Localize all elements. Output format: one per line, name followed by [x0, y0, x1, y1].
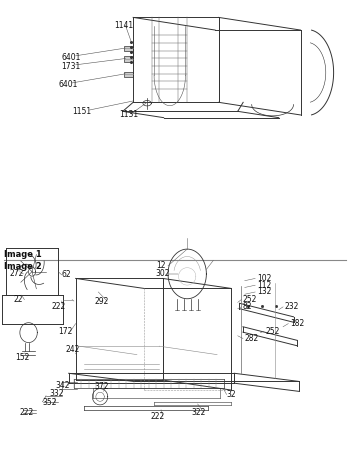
Text: 242: 242 [65, 345, 79, 354]
Text: 272: 272 [9, 270, 24, 279]
Text: 352: 352 [43, 398, 57, 407]
Text: 302: 302 [156, 270, 170, 279]
Text: 322: 322 [192, 408, 206, 417]
Text: 62: 62 [62, 270, 71, 280]
Text: 82: 82 [243, 303, 252, 311]
Text: 222: 222 [150, 412, 165, 421]
Text: 252: 252 [266, 327, 280, 336]
Text: 1151: 1151 [72, 107, 91, 116]
Text: 1731: 1731 [62, 62, 81, 71]
Text: 12: 12 [156, 261, 165, 270]
Text: 372: 372 [94, 382, 108, 391]
Text: 152: 152 [15, 353, 30, 362]
Text: 172: 172 [58, 327, 72, 336]
Text: 112: 112 [257, 281, 271, 290]
Text: 6401: 6401 [58, 80, 78, 89]
Text: 252: 252 [243, 295, 257, 304]
Text: 1141: 1141 [114, 21, 133, 30]
Text: Image 2: Image 2 [4, 262, 42, 271]
Text: 232: 232 [285, 303, 299, 311]
Text: Image 1: Image 1 [4, 250, 42, 259]
FancyBboxPatch shape [125, 56, 133, 62]
Text: 222: 222 [51, 302, 65, 311]
Text: 332: 332 [49, 389, 64, 398]
Text: 182: 182 [290, 319, 304, 328]
Text: 132: 132 [257, 288, 271, 296]
Text: 32: 32 [226, 390, 236, 399]
Text: 6401: 6401 [62, 53, 81, 62]
Text: 222: 222 [20, 408, 34, 417]
FancyBboxPatch shape [125, 46, 133, 51]
Text: 282: 282 [245, 334, 259, 343]
Text: 342: 342 [56, 381, 70, 390]
Text: 292: 292 [95, 297, 109, 305]
Text: 102: 102 [257, 274, 271, 283]
FancyBboxPatch shape [125, 72, 133, 77]
Text: 22: 22 [14, 295, 23, 304]
Text: 1131: 1131 [119, 110, 138, 119]
